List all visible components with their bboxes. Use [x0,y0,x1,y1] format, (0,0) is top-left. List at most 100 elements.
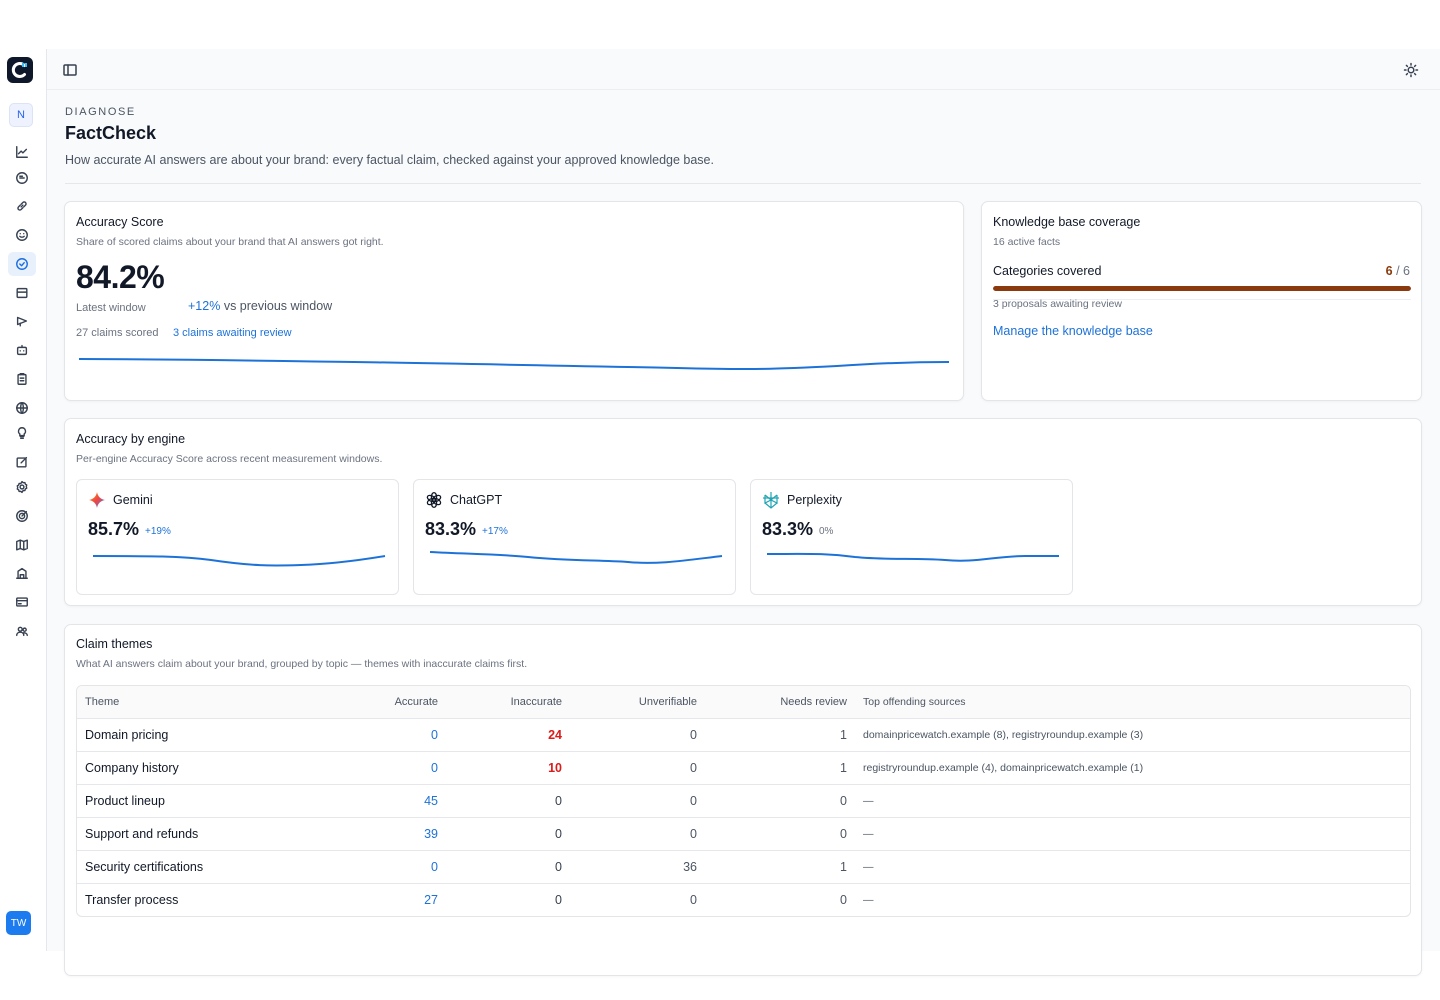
engine-card-gemini[interactable]: Gemini 85.7% +19% [76,479,399,595]
accurate-count: 0 [431,761,438,775]
workspace-initial: N [17,109,25,121]
app-logo-icon[interactable] [7,57,33,83]
card-title: Knowledge base coverage [993,215,1141,229]
card-subtitle: What AI answers claim about your brand, … [76,658,528,670]
offending-sources: — [863,861,874,873]
claims-scored: 27 claims scored [76,327,159,339]
map-icon[interactable] [8,533,36,557]
coverage-bar-fill [993,286,1411,291]
building-icon[interactable] [8,561,36,585]
table-row[interactable]: Domain pricing 0 24 0 1 domainpricewatch… [77,718,1410,751]
offending-sources: domainpricewatch.example (8), registryro… [863,729,1144,741]
inaccurate-count: 0 [555,794,562,808]
column-header-theme[interactable]: Theme [85,696,120,708]
check-circle-icon[interactable] [8,252,36,276]
target-icon[interactable] [8,504,36,528]
megaphone-icon[interactable] [8,309,36,333]
credit-card-icon[interactable] [8,590,36,614]
knowledge-base-card: Knowledge base coverage 16 active facts … [981,201,1422,401]
card-subtitle: Per-engine Accuracy Score across recent … [76,453,383,465]
sidebar-toggle-icon[interactable] [62,62,78,78]
column-header-unverifiable[interactable]: Unverifiable [638,696,697,708]
accuracy-value: 84.2% [76,259,165,295]
store-icon[interactable] [8,281,36,305]
unverifiable-count: 0 [690,827,697,841]
needs-review-count: 1 [840,761,847,775]
categories-covered: 6 [1385,264,1393,278]
offending-sources: registryroundup.example (4), domainprice… [863,762,1144,774]
sidebar: N TW [0,49,47,951]
table-row[interactable]: Product lineup 45 0 0 0 — [77,784,1410,817]
engine-delta: +19% [145,526,171,537]
page-eyebrow: DIAGNOSE [65,106,136,118]
accurate-count: 39 [424,827,438,841]
needs-review-count: 0 [840,794,847,808]
manage-knowledge-link[interactable]: Manage the knowledge base [993,324,1153,338]
gemini-icon [89,492,105,508]
table-row[interactable]: Security certifications 0 0 36 1 — [77,850,1410,883]
delta-suffix: vs previous window [223,299,333,313]
engine-sparkline [92,555,386,567]
unverifiable-count: 0 [690,893,697,907]
lightbulb-icon[interactable] [8,421,36,445]
accuracy-score-card: Accuracy Score Share of scored claims ab… [64,201,964,401]
needs-review-count: 0 [840,827,847,841]
column-header-accurate[interactable]: Accurate [394,696,438,708]
window-label: Latest window [76,302,146,314]
settings-icon[interactable] [8,475,36,499]
accurate-count: 0 [431,860,438,874]
theme-name: Transfer process [85,893,179,907]
accuracy-delta: +12% vs previous window [188,299,332,313]
chat-bubble-icon[interactable] [8,166,36,190]
engine-sparkline [766,552,1059,562]
chatgpt-icon [426,491,442,509]
accuracy-sparkline [78,358,950,371]
user-initials: TW [10,917,27,929]
engine-card-perplexity[interactable]: Perplexity 83.3% 0% [750,479,1073,595]
table-row[interactable]: Company history 0 10 0 1 registryroundup… [77,751,1410,784]
column-header-needs-review[interactable]: Needs review [780,696,847,708]
workspace-switcher[interactable]: N [9,103,33,127]
robot-icon[interactable] [8,338,36,362]
engine-delta: 0% [819,526,834,537]
column-header-inaccurate[interactable]: Inaccurate [510,696,562,708]
chart-line-icon[interactable] [8,140,36,164]
engine-name: ChatGPT [450,493,503,507]
active-facts: 16 active facts [993,236,1061,248]
engine-sparkline [429,551,723,564]
users-icon[interactable] [8,619,36,643]
categories-count: 6 / 6 [1386,264,1410,278]
card-title: Accuracy Score [76,215,164,229]
accuracy-by-engine-card: Accuracy by engine Per-engine Accuracy S… [64,418,1422,606]
card-title: Claim themes [76,637,153,651]
claim-themes-table: Theme Accurate Inaccurate Unverifiable N… [76,685,1411,917]
unverifiable-count: 0 [690,728,697,742]
engine-card-chatgpt[interactable]: ChatGPT 83.3% +17% [413,479,736,595]
needs-review-count: 1 [840,728,847,742]
edit-icon[interactable] [8,450,36,474]
table-row[interactable]: Support and refunds 39 0 0 0 — [77,817,1410,850]
proposals-text: 3 proposals awaiting review [993,298,1122,310]
claims-awaiting-link[interactable]: 3 claims awaiting review [173,327,292,339]
app-frame: N TW [0,49,1440,976]
page-subtitle: How accurate AI answers are about your b… [65,153,714,167]
inaccurate-count: 0 [555,893,562,907]
unverifiable-count: 0 [690,761,697,775]
needs-review-count: 0 [840,893,847,907]
categories-total: 6 [1403,264,1410,278]
link-icon[interactable] [8,194,36,218]
theme-name: Support and refunds [85,827,199,841]
perplexity-icon [763,492,779,509]
user-avatar[interactable]: TW [6,911,31,935]
sun-icon[interactable] [1403,62,1419,78]
header-divider [65,183,1421,184]
clipboard-icon[interactable] [8,367,36,391]
card-divider [993,299,1411,300]
engine-value: 83.3% [762,519,814,539]
theme-name: Security certifications [85,860,204,874]
globe-icon[interactable] [8,396,36,420]
table-row[interactable]: Transfer process 27 0 0 0 — [77,883,1410,916]
needs-review-count: 1 [840,860,847,874]
smiley-icon[interactable] [8,223,36,247]
page-title: FactCheck [65,123,157,143]
